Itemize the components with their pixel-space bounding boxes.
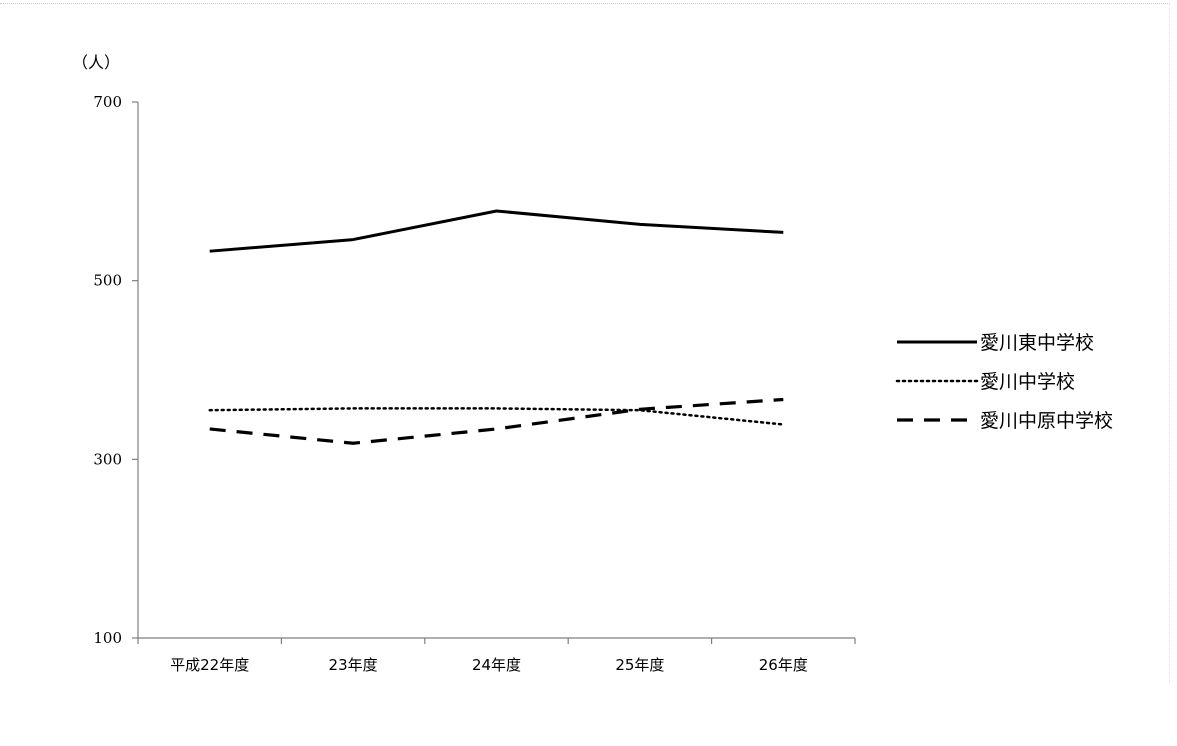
x-tick-label: 26年度 [759,656,808,674]
right-border [1169,3,1170,683]
y-tick-label: 100 [93,629,122,647]
x-tick-label: 23年度 [329,656,378,674]
series-line-1 [210,211,784,251]
y-tick-label: 500 [93,272,122,290]
x-axis-ticks: 平成22年度 23年度 24年度 25年度 26年度 [138,638,855,674]
x-tick-label: 平成22年度 [170,656,249,674]
x-tick-label: 25年度 [615,656,664,674]
y-axis-ticks: 100 300 500 700 [93,93,138,647]
series-line-3 [210,399,784,443]
top-border [0,3,1170,4]
axes [138,102,855,638]
legend-label: 愛川中原中学校 [980,410,1113,432]
legend-label: 愛川中学校 [980,371,1075,393]
y-unit-label: （人） [72,53,120,72]
y-tick-label: 300 [93,450,122,468]
y-tick-label: 700 [93,93,122,111]
legend-label: 愛川東中学校 [980,332,1094,354]
x-tick-label: 24年度 [472,656,521,674]
series-lines [210,211,784,443]
series-line-2 [210,408,784,424]
